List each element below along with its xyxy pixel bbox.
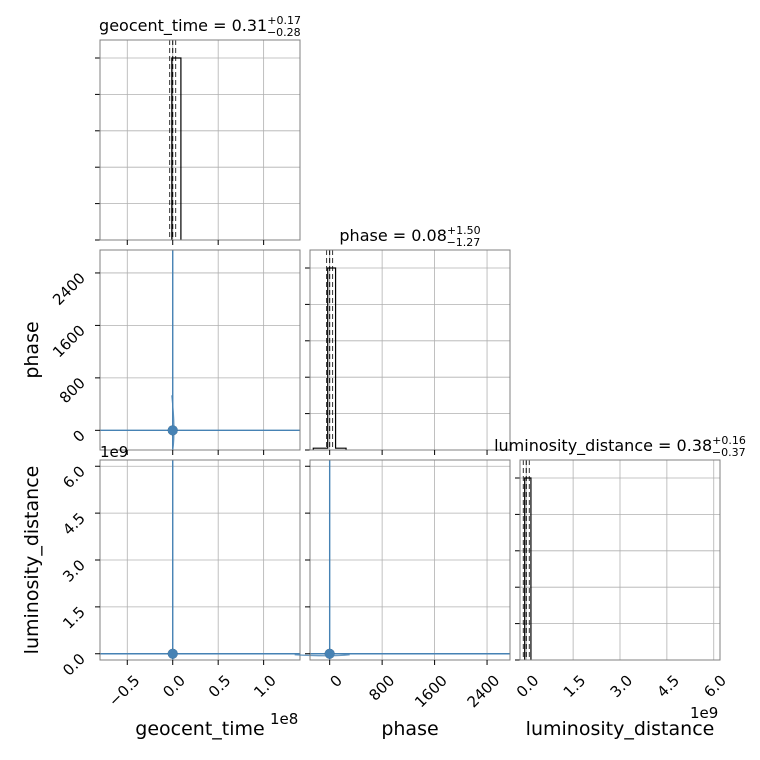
scatter-grid-geocent_time-phase <box>100 250 300 450</box>
x-tick-label-phase: 800 <box>365 672 398 705</box>
truth-marker <box>324 648 335 659</box>
title-plus-error: +0.17 <box>267 14 301 27</box>
y-tick-label-luminosity_distance: 6.0 <box>59 462 89 492</box>
x-tick-label-phase: 0 <box>326 672 345 691</box>
y-tick-label-phase: 1600 <box>49 322 89 362</box>
x-tick-label-phase: 2400 <box>464 672 504 712</box>
x-axis-label-geocent_time: geocent_time <box>135 718 264 740</box>
histogram-bars-phase <box>312 267 347 450</box>
scatter-grid-phase-luminosity_distance <box>310 460 510 660</box>
title-minus-error: −0.28 <box>267 26 301 39</box>
histogram-title-phase: phase = 0.08+1.50 −1.27 <box>339 224 480 249</box>
title-equals: = <box>388 226 412 245</box>
histogram-title-geocent_time: geocent_time = 0.31+0.17 −0.28 <box>99 14 301 39</box>
x-tick-label-geocent_time: −0.5 <box>105 672 143 710</box>
scatter-grid-geocent_time-luminosity_distance <box>100 460 300 660</box>
x-offset-label-geocent_time: 1e8 <box>270 710 298 728</box>
y-axis-label-phase: phase <box>21 321 43 378</box>
title-param-name: phase <box>339 226 387 245</box>
truth-marker <box>167 425 178 436</box>
title-equals: = <box>653 436 677 455</box>
x-axis-label-phase: phase <box>381 718 438 740</box>
panel-frame <box>99 249 301 451</box>
x-tick-label-luminosity_distance: 6.0 <box>700 672 730 702</box>
panel-frame <box>309 249 511 451</box>
title-plus-error: +1.50 <box>447 224 481 237</box>
y-tick-label-luminosity_distance: 1.5 <box>59 603 89 633</box>
histogram-grid-geocent_time <box>100 40 300 240</box>
histogram-bars-geocent_time <box>171 57 182 240</box>
histogram-bars-luminosity_distance <box>524 477 532 660</box>
histogram-grid-phase <box>310 250 510 450</box>
density-contour <box>171 395 175 451</box>
title-param-name: geocent_time <box>99 16 208 36</box>
y-axis-label-luminosity_distance: luminosity_distance <box>21 466 43 655</box>
title-value: 0.08 <box>411 226 447 245</box>
y-tick-label-luminosity_distance: 3.0 <box>59 556 89 586</box>
x-tick-label-geocent_time: 0.5 <box>205 672 235 702</box>
y-tick-label-phase: 2400 <box>49 269 89 309</box>
y-tick-label-phase: 0 <box>69 426 88 445</box>
panel-frame <box>99 39 301 241</box>
title-text: geocent_time = 0.31+0.17 −0.28 <box>99 14 301 39</box>
title-plus-error: +0.16 <box>712 434 746 447</box>
y-tick-label-luminosity_distance: 0.0 <box>59 650 89 680</box>
title-equals: = <box>208 16 232 35</box>
x-tick-label-luminosity_distance: 0.0 <box>513 672 543 702</box>
y-tick-label-luminosity_distance: 4.5 <box>59 509 89 539</box>
density-contour <box>294 654 350 657</box>
title-text: phase = 0.08+1.50 −1.27 <box>339 224 480 249</box>
x-tick-label-phase: 1600 <box>411 672 451 712</box>
histogram-title-luminosity_distance: luminosity_distance = 0.38+0.16 −0.37 <box>494 434 746 459</box>
title-value: 0.38 <box>677 436 713 455</box>
title-minus-error: −0.37 <box>712 446 746 459</box>
x-tick-label-geocent_time: 0.0 <box>159 672 189 702</box>
histogram-grid-luminosity_distance <box>520 460 720 660</box>
title-text: luminosity_distance = 0.38+0.16 −0.37 <box>494 434 746 459</box>
truth-marker <box>167 648 178 659</box>
x-tick-label-luminosity_distance: 3.0 <box>607 672 637 702</box>
x-offset-label-luminosity_distance: 1e9 <box>690 704 718 722</box>
title-value: 0.31 <box>232 16 268 35</box>
panel-frame <box>519 459 721 661</box>
y-offset-label-luminosity_distance: 1e9 <box>100 443 128 461</box>
x-tick-label-geocent_time: 1.0 <box>250 672 280 702</box>
x-tick-label-luminosity_distance: 4.5 <box>654 672 684 702</box>
y-tick-label-phase: 800 <box>56 374 89 407</box>
x-axis-label-luminosity_distance: luminosity_distance <box>526 718 715 740</box>
title-param-name: luminosity_distance <box>494 436 653 456</box>
x-tick-label-luminosity_distance: 1.5 <box>560 672 590 702</box>
title-minus-error: −1.27 <box>447 236 481 249</box>
